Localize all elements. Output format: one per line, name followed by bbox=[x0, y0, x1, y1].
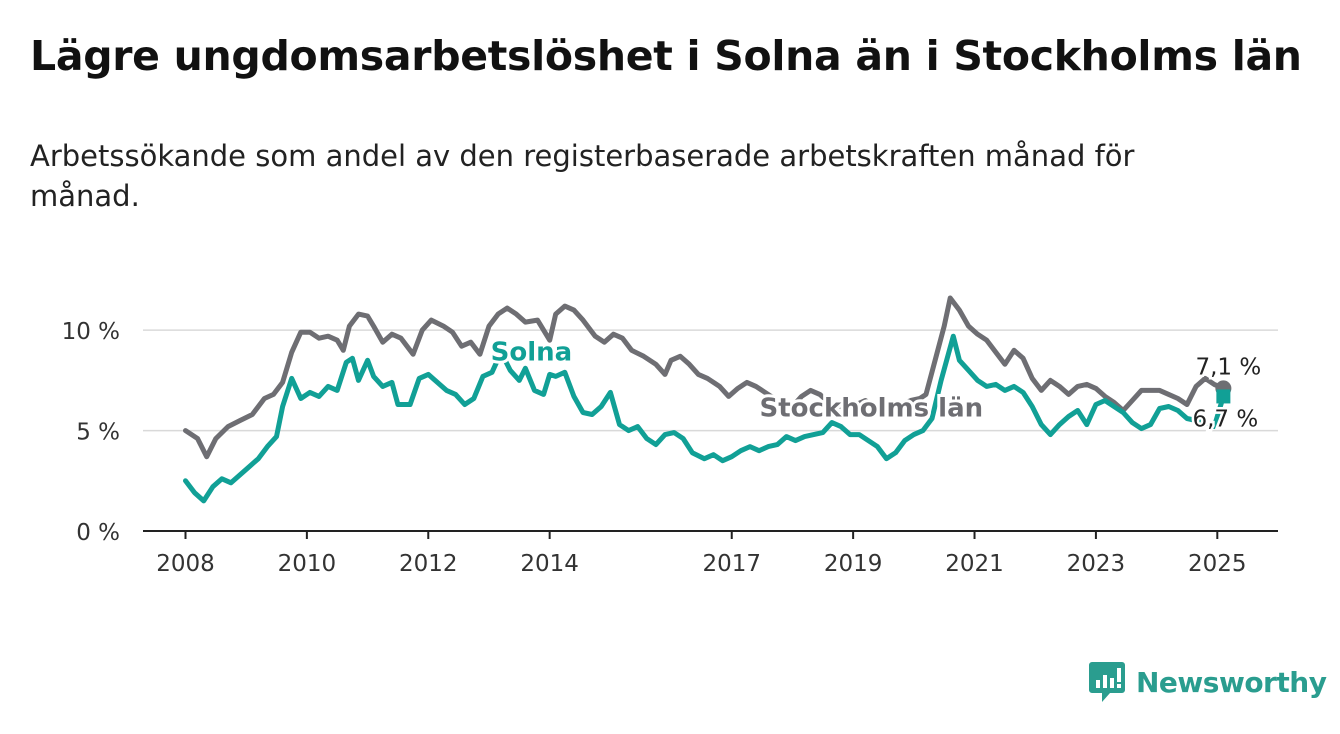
series-label-solna: Solna bbox=[491, 337, 573, 367]
newsworthy-logo: Newsworthy bbox=[1088, 660, 1327, 704]
x-tick-label: 2014 bbox=[520, 551, 579, 577]
series-line-solna bbox=[183, 333, 1226, 504]
chart-subtitle: Arbetssökande som andel av den registerb… bbox=[30, 139, 1135, 213]
end-marker-solna bbox=[1216, 389, 1231, 404]
x-tick-label: 2021 bbox=[945, 551, 1004, 577]
y-tick-label: 5 % bbox=[76, 420, 120, 446]
x-tick-label: 2025 bbox=[1188, 551, 1247, 577]
series-line-stockholms-lan bbox=[183, 295, 1226, 460]
chart-title: Lägre ungdomsarbetslöshet i Solna än i S… bbox=[30, 32, 1302, 80]
chart-bubble-icon bbox=[1089, 662, 1125, 702]
x-tick-label: 2017 bbox=[702, 551, 761, 577]
series-label-stockholms-lan: Stockholms län bbox=[760, 394, 984, 424]
x-tick-label: 2012 bbox=[399, 551, 458, 577]
x-tick-label: 2010 bbox=[278, 551, 337, 577]
y-tick-label: 0 % bbox=[76, 520, 120, 546]
y-tick-label: 10 % bbox=[62, 319, 120, 345]
x-tick-label: 2023 bbox=[1067, 551, 1126, 577]
end-label-stockholms-lan: 7,1 % bbox=[1195, 354, 1261, 380]
x-tick-label: 2019 bbox=[824, 551, 883, 577]
end-label-solna: 6,7 % bbox=[1192, 406, 1258, 432]
x-tick-label: 2008 bbox=[156, 551, 215, 577]
brand-name: Newsworthy bbox=[1136, 665, 1327, 699]
